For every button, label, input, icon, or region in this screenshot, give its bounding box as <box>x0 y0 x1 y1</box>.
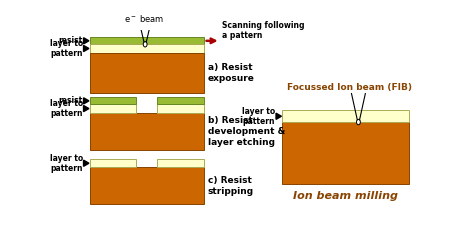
Bar <box>157 159 204 167</box>
Text: b) Resist
development &
layer etching: b) Resist development & layer etching <box>208 116 285 147</box>
Text: c) Resist
stripping: c) Resist stripping <box>208 176 254 196</box>
Text: Focussed Ion beam (FIB): Focussed Ion beam (FIB) <box>287 83 412 92</box>
Text: layer to
pattern: layer to pattern <box>49 154 83 173</box>
Text: Scanning following
a pattern: Scanning following a pattern <box>222 21 305 40</box>
Bar <box>90 53 204 93</box>
Polygon shape <box>83 38 89 44</box>
Bar <box>90 167 204 205</box>
Bar <box>157 104 204 113</box>
Text: e$^-$ beam: e$^-$ beam <box>124 13 164 24</box>
Bar <box>282 122 409 184</box>
Text: Ion beam milling: Ion beam milling <box>293 191 398 201</box>
Bar <box>90 104 136 113</box>
Polygon shape <box>276 113 282 119</box>
Bar <box>90 37 204 44</box>
Text: resist: resist <box>58 96 83 105</box>
Bar <box>90 44 204 53</box>
Ellipse shape <box>356 119 360 125</box>
Text: layer to
pattern: layer to pattern <box>242 106 275 126</box>
Polygon shape <box>83 98 89 104</box>
Text: layer to
pattern: layer to pattern <box>49 39 83 58</box>
Ellipse shape <box>143 41 147 47</box>
Text: a) Resist
exposure: a) Resist exposure <box>208 63 255 83</box>
Polygon shape <box>83 45 89 52</box>
Text: resist: resist <box>58 36 83 45</box>
Bar <box>90 97 136 104</box>
Bar <box>90 159 136 167</box>
Text: layer to
pattern: layer to pattern <box>49 99 83 118</box>
Bar <box>90 113 204 150</box>
Polygon shape <box>83 160 89 166</box>
Polygon shape <box>83 105 89 112</box>
Bar <box>157 97 204 104</box>
Bar <box>282 110 409 122</box>
